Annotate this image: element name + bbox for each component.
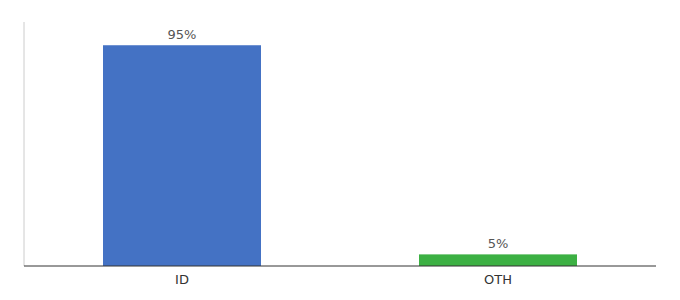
x-axis-line: [24, 266, 656, 267]
x-tick-label: OTH: [484, 272, 512, 287]
y-axis-line: [24, 22, 25, 266]
bar: [103, 45, 261, 266]
page: {"chart_data": {"type": "bar", "categori…: [0, 0, 680, 300]
data-label: 95%: [168, 27, 197, 42]
x-tick-label: ID: [175, 272, 189, 287]
chart-svg: ID OTH 95% 5%: [0, 0, 680, 300]
bars: [103, 45, 577, 266]
data-label: 5%: [488, 236, 509, 251]
bar: [419, 254, 577, 266]
chart-container: ID OTH 95% 5%: [0, 0, 680, 300]
